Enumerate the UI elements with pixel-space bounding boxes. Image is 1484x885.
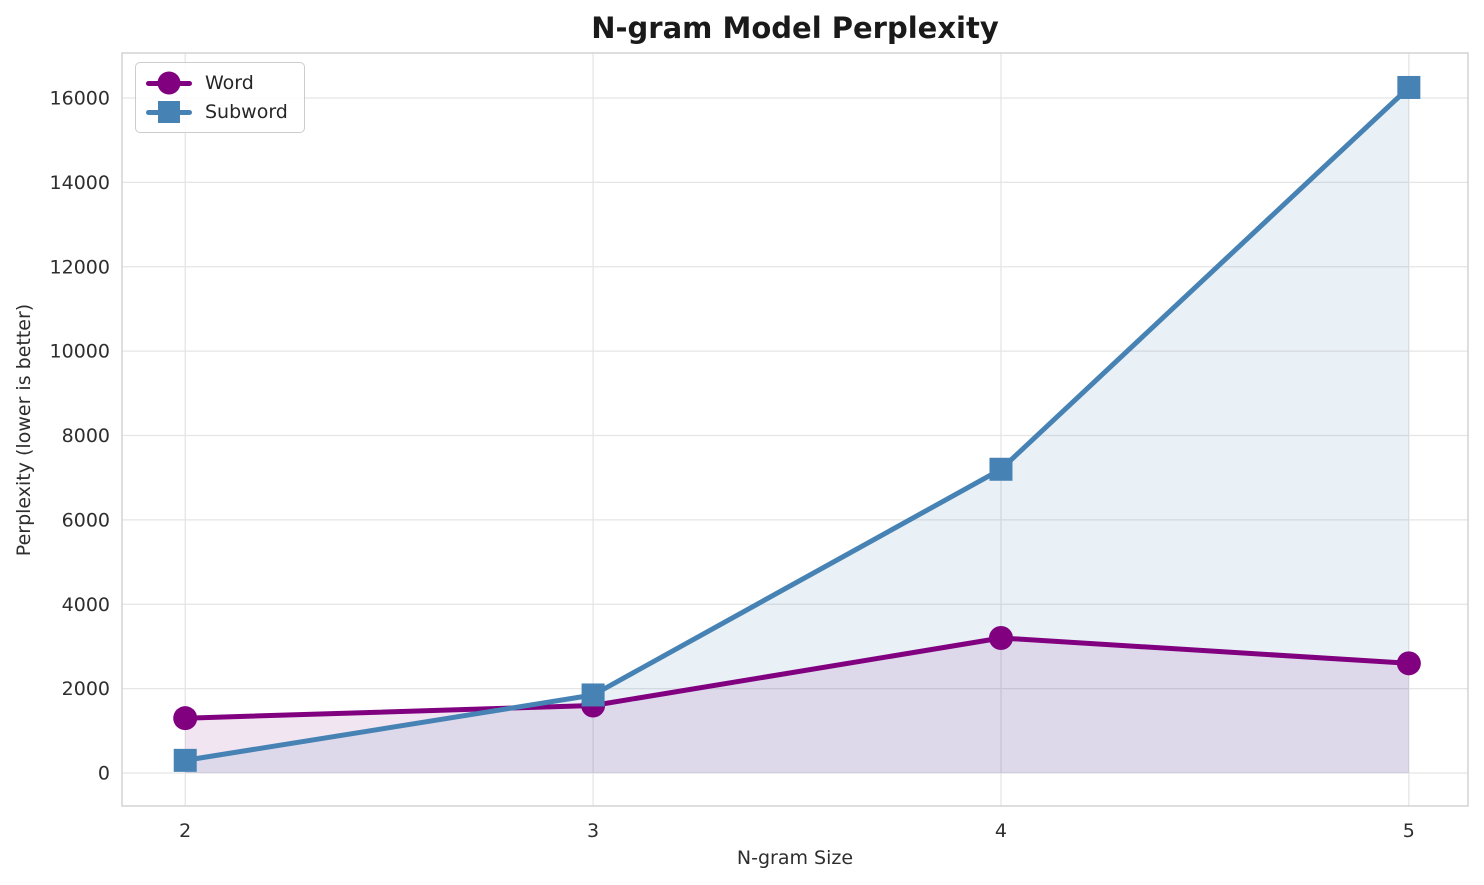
y-tick-label: 6000 [62, 509, 110, 531]
chart-title: N-gram Model Perplexity [591, 11, 999, 45]
y-tick-label: 14000 [50, 172, 110, 194]
y-axis-label: Perplexity (lower is better) [13, 303, 35, 557]
data-point-subword [1397, 75, 1421, 99]
y-tick-label: 12000 [50, 256, 110, 278]
word-line-circle-marker-icon [146, 71, 192, 95]
legend-item-word: Word [146, 70, 288, 96]
data-point-word [173, 706, 198, 731]
legend: Word Subword [135, 62, 305, 133]
series-line-subword [182, 85, 1412, 763]
data-point-subword [989, 457, 1013, 481]
legend-item-subword: Subword [146, 99, 288, 125]
legend-label-word: Word [205, 71, 254, 94]
data-point-word [988, 626, 1013, 651]
x-tick-label: 2 [179, 820, 191, 842]
y-tick-label: 4000 [62, 594, 110, 616]
area-fill-subword [185, 87, 1409, 773]
x-tick-label: 3 [587, 820, 599, 842]
x-tick-label: 5 [1403, 820, 1415, 842]
data-point-word [1396, 651, 1421, 676]
subword-line-square-marker-icon [146, 100, 192, 124]
y-tick-label: 16000 [50, 88, 110, 110]
x-tick-label: 4 [995, 820, 1007, 842]
y-tick-label: 8000 [62, 425, 110, 447]
data-point-subword [581, 683, 605, 707]
x-axis-label: N-gram Size [736, 847, 854, 869]
legend-label-subword: Subword [205, 100, 288, 123]
y-tick-label: 10000 [50, 341, 110, 363]
circle-marker-icon [157, 71, 181, 95]
square-marker-icon [158, 101, 180, 123]
plot-border [121, 52, 1469, 807]
series-line-word [182, 635, 1412, 721]
data-point-subword [173, 748, 197, 772]
y-tick-label: 0 [98, 763, 110, 785]
area-fill-word [185, 638, 1409, 773]
y-tick-label: 2000 [62, 678, 110, 700]
